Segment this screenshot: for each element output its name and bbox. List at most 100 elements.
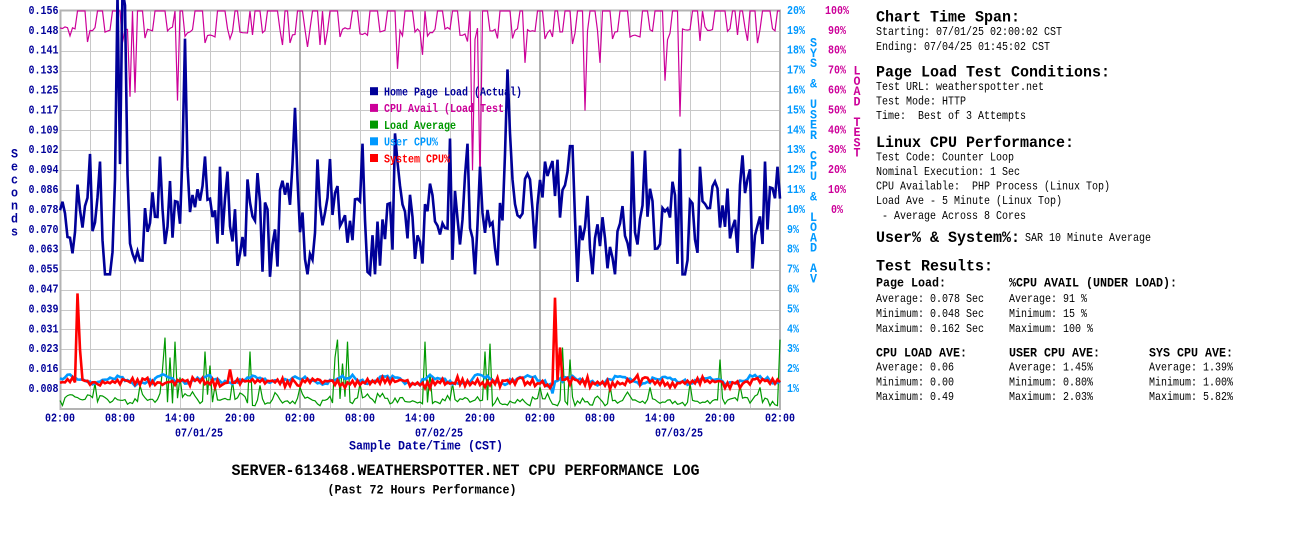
svg-text:Test Mode: HTTP: Test Mode: HTTP [876,95,966,109]
svg-text:A: A [810,261,817,276]
svg-text:0%: 0% [831,203,844,217]
svg-text:5%: 5% [787,302,800,316]
svg-text:D: D [810,241,817,256]
svg-text:Average: 0.06: Average: 0.06 [876,361,954,375]
svg-text:02:00: 02:00 [45,411,75,425]
svg-text:0.133: 0.133 [29,64,59,78]
svg-text:50%: 50% [828,103,847,117]
svg-text:S: S [11,147,18,162]
svg-text:d: d [11,212,18,227]
svg-text:10%: 10% [787,203,806,217]
svg-text:Starting: 07/01/25 02:00:02 CS: Starting: 07/01/25 02:00:02 CST [876,25,1062,39]
svg-text:U: U [810,97,817,112]
svg-text:0.102: 0.102 [29,143,59,157]
svg-text:Page Load Test Conditions:: Page Load Test Conditions: [876,64,1110,82]
svg-text:L: L [854,64,861,79]
svg-text:(Past 72 Hours Performance): (Past 72 Hours Performance) [328,482,517,497]
svg-text:0.023: 0.023 [29,342,59,356]
svg-text:SAR 10 Minute Average: SAR 10 Minute Average [1025,231,1151,245]
svg-text:Y: Y [810,46,817,61]
svg-text:A: A [810,230,817,245]
svg-text:T: T [854,146,861,161]
svg-text:SERVER-613468.WEATHERSPOTTER.N: SERVER-613468.WEATHERSPOTTER.NET CPU PER… [232,462,700,480]
svg-text:12%: 12% [787,163,806,177]
svg-text:Maximum: 2.03%: Maximum: 2.03% [1009,390,1094,404]
svg-text:70%: 70% [828,64,847,78]
svg-text:CPU Avail (Load Test: CPU Avail (Load Test [384,102,504,116]
svg-text:0.055: 0.055 [29,263,59,277]
svg-text:7%: 7% [787,263,800,277]
svg-text:D: D [854,94,861,109]
svg-text:Maximum: 0.49: Maximum: 0.49 [876,390,954,404]
svg-text:17%: 17% [787,64,806,78]
svg-text:2%: 2% [787,362,800,376]
svg-text:20%: 20% [828,163,847,177]
svg-text:0.148: 0.148 [29,24,59,38]
svg-text:Load Ave - 5 Minute (Linux Top: Load Ave - 5 Minute (Linux Top) [876,194,1062,208]
svg-text:S: S [810,36,817,51]
svg-text:10%: 10% [828,183,847,197]
svg-text:100%: 100% [825,4,850,18]
svg-text:0.078: 0.078 [29,203,59,217]
svg-text:Minimum: 0.00: Minimum: 0.00 [876,375,954,389]
svg-text:Test Code: Counter Loop: Test Code: Counter Loop [876,150,1014,164]
svg-text:15%: 15% [787,103,806,117]
svg-text:Test URL: weatherspotter.net: Test URL: weatherspotter.net [876,80,1044,94]
svg-text:14%: 14% [787,123,806,137]
svg-text:20:00: 20:00 [225,411,255,425]
svg-text:0.039: 0.039 [29,302,59,316]
svg-text:e: e [11,160,18,175]
svg-text:Home Page Load (Actual): Home Page Load (Actual) [384,86,522,100]
svg-text:U: U [810,169,817,184]
svg-text:&: & [810,189,817,204]
svg-text:08:00: 08:00 [585,411,615,425]
svg-text:Minimum: 15 %: Minimum: 15 % [1009,307,1088,321]
svg-text:S: S [854,135,861,150]
svg-text:n: n [11,199,18,214]
svg-text:L: L [810,210,817,225]
svg-text:40%: 40% [828,123,847,137]
svg-text:19%: 19% [787,24,806,38]
svg-text:User% & System%:: User% & System%: [876,229,1020,247]
svg-text:R: R [810,128,817,143]
svg-text:S: S [810,107,817,122]
svg-text:Ending: 07/04/25 01:45:02 CST: Ending: 07/04/25 01:45:02 CST [876,40,1050,54]
svg-text:Sample Date/Time (CST): Sample Date/Time (CST) [349,439,503,454]
svg-text:Maximum: 100 %: Maximum: 100 % [1009,322,1094,336]
svg-text:02:00: 02:00 [285,411,315,425]
svg-text:Load Average: Load Average [384,119,456,133]
svg-text:07/01/25: 07/01/25 [175,426,223,440]
svg-text:0.031: 0.031 [29,322,59,336]
svg-text:Minimum: 0.80%: Minimum: 0.80% [1009,375,1094,389]
svg-text:13%: 13% [787,143,806,157]
svg-text:Nominal Execution: 1 Sec: Nominal Execution: 1 Sec [876,165,1020,179]
svg-text:18%: 18% [787,44,806,58]
svg-text:14:00: 14:00 [405,411,435,425]
svg-text:o: o [11,186,18,201]
svg-text:&: & [810,77,817,92]
svg-text:Maximum: 0.162 Sec: Maximum: 0.162 Sec [876,322,984,336]
svg-text:16%: 16% [787,84,806,98]
svg-text:CPU LOAD AVE:: CPU LOAD AVE: [876,346,967,361]
svg-text:90%: 90% [828,24,847,38]
svg-text:08:00: 08:00 [105,411,135,425]
svg-text:08:00: 08:00 [345,411,375,425]
svg-text:0.094: 0.094 [29,163,59,177]
svg-text:E: E [810,118,817,133]
svg-text:- Average Across 8 Cores: - Average Across 8 Cores [876,209,1026,223]
svg-text:C: C [810,148,817,163]
svg-text:80%: 80% [828,44,847,58]
svg-text:20%: 20% [787,4,806,18]
svg-text:O: O [810,220,817,235]
svg-text:Minimum: 0.048 Sec: Minimum: 0.048 Sec [876,307,984,321]
svg-text:14:00: 14:00 [645,411,675,425]
svg-text:S: S [810,56,817,71]
svg-text:Average: 1.39%: Average: 1.39% [1149,361,1234,375]
svg-text:20:00: 20:00 [465,411,495,425]
svg-text:Average: 91 %: Average: 91 % [1009,292,1088,306]
svg-text:0.008: 0.008 [29,382,59,396]
svg-text:07/02/25: 07/02/25 [415,426,463,440]
svg-text:0.016: 0.016 [29,362,59,376]
svg-text:0.063: 0.063 [29,243,59,257]
svg-text:Maximum: 5.82%: Maximum: 5.82% [1149,390,1234,404]
